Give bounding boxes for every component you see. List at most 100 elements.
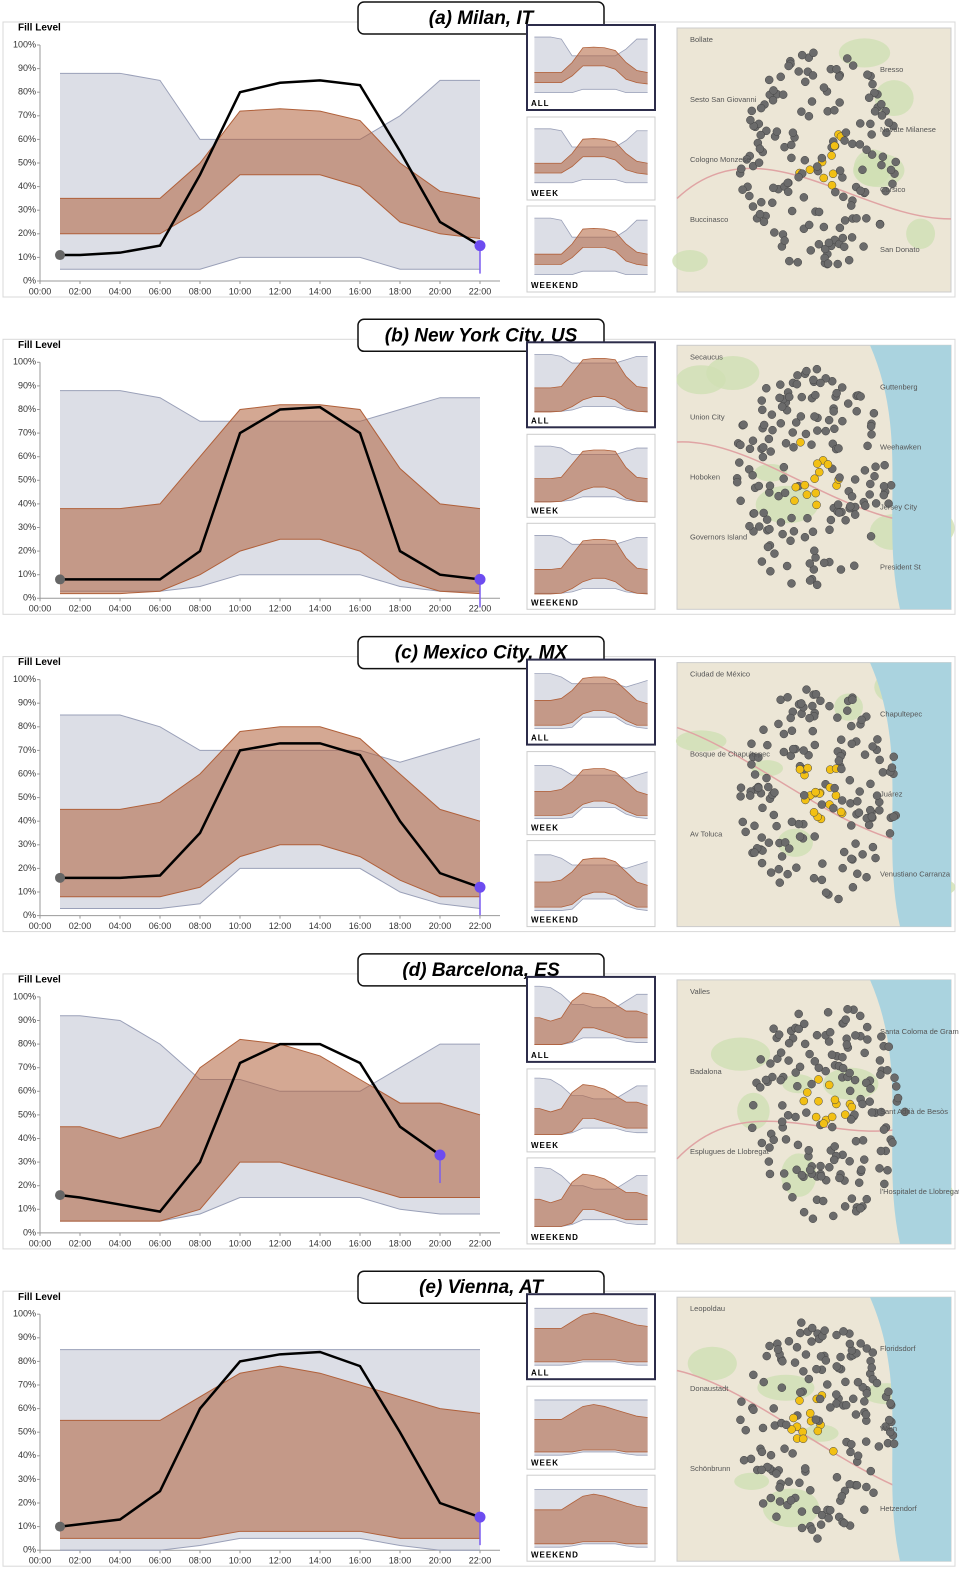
station-dot	[806, 577, 814, 585]
map-label: Badalona	[690, 1067, 723, 1076]
thumbnail-label: WEEK	[531, 1141, 559, 1150]
station-dot	[791, 1359, 799, 1367]
station-dot	[810, 412, 818, 420]
station-dot	[824, 260, 832, 268]
y-tick-label: 70%	[18, 427, 36, 437]
y-tick-label: 20%	[18, 863, 36, 873]
x-tick-label: 18:00	[389, 604, 412, 614]
station-dot	[867, 532, 875, 540]
station-dot	[891, 1074, 899, 1082]
station-dot	[863, 1023, 871, 1031]
station-dot	[848, 1195, 856, 1203]
station-dot	[866, 1085, 874, 1093]
station-dot	[755, 482, 763, 490]
x-tick-label: 20:00	[429, 921, 452, 931]
y-tick-label: 30%	[18, 1156, 36, 1166]
x-tick-label: 00:00	[29, 1556, 52, 1566]
station-dot	[830, 425, 838, 433]
x-tick-label: 04:00	[109, 286, 132, 296]
station-dot	[757, 104, 765, 112]
x-tick-label: 22:00	[469, 1238, 492, 1248]
x-tick-label: 00:00	[29, 1238, 52, 1248]
panel-title: (e) Vienna, AT	[419, 1277, 544, 1298]
station-dot	[769, 184, 777, 192]
station-dot	[890, 753, 898, 761]
station-dot	[793, 1343, 801, 1351]
map-label: Wien	[880, 1424, 897, 1433]
station-dot	[801, 533, 809, 541]
station-dot	[848, 696, 856, 704]
station-dot	[759, 726, 767, 734]
station-dot	[875, 806, 883, 814]
map-label: Leopoldau	[690, 1304, 725, 1313]
station-dot	[787, 1496, 795, 1504]
station-dot	[801, 156, 809, 164]
station-dot	[851, 1076, 859, 1084]
station-dot	[837, 808, 845, 816]
station-dot	[818, 801, 826, 809]
station-dot	[840, 848, 848, 856]
y-axis-label: Fill Level	[18, 975, 61, 986]
station-dot	[863, 146, 871, 154]
station-dot	[762, 1076, 770, 1084]
station-dot	[877, 100, 885, 108]
station-dot	[864, 442, 872, 450]
thumbnail-label: ALL	[531, 734, 550, 743]
station-dot	[805, 221, 813, 229]
station-dot	[860, 1506, 868, 1514]
thumbnail-label: WEEK	[531, 824, 559, 833]
map-park	[672, 250, 708, 272]
station-dot	[835, 444, 843, 452]
station-dot	[813, 1031, 821, 1039]
station-dot	[795, 1397, 803, 1405]
station-dot	[842, 1401, 850, 1409]
end-dot	[475, 574, 486, 585]
station-dot	[765, 435, 773, 443]
station-dot	[838, 1053, 846, 1061]
y-tick-label: 70%	[18, 1062, 36, 1072]
station-dot	[765, 76, 773, 84]
x-tick-label: 14:00	[309, 1556, 332, 1566]
x-tick-label: 06:00	[149, 1238, 172, 1248]
x-tick-label: 16:00	[349, 286, 372, 296]
station-dot	[776, 1483, 784, 1491]
station-dot	[888, 764, 896, 772]
station-dot	[835, 509, 843, 517]
station-dot	[766, 1342, 774, 1350]
station-dot	[749, 203, 757, 211]
station-dot	[747, 1455, 755, 1463]
station-dot	[766, 1060, 774, 1068]
station-dot	[812, 1365, 820, 1373]
station-dot	[770, 1025, 778, 1033]
station-dot	[806, 1166, 814, 1174]
station-dot	[808, 1526, 816, 1534]
station-dot	[777, 1049, 785, 1057]
y-tick-label: 30%	[18, 1474, 36, 1484]
station-dot	[737, 165, 745, 173]
station-dot	[749, 1371, 757, 1379]
station-dot	[733, 478, 741, 486]
station-dot	[740, 1456, 748, 1464]
station-dot	[775, 865, 783, 873]
y-tick-label: 90%	[18, 698, 36, 708]
station-dot	[808, 1338, 816, 1346]
station-dot	[765, 1158, 773, 1166]
station-dot	[844, 400, 852, 408]
station-dot	[835, 757, 843, 765]
y-tick-label: 20%	[18, 1180, 36, 1190]
x-tick-label: 16:00	[349, 921, 372, 931]
station-dot	[809, 49, 817, 57]
station-dot	[847, 1440, 855, 1448]
x-tick-label: 16:00	[349, 1238, 372, 1248]
station-dot	[855, 809, 863, 817]
station-dot	[806, 1409, 814, 1417]
station-dot	[871, 472, 879, 480]
station-dot	[808, 1080, 816, 1088]
station-dot	[856, 1204, 864, 1212]
station-dot	[780, 730, 788, 738]
station-dot	[862, 1438, 870, 1446]
station-dot	[756, 145, 764, 153]
y-tick-label: 40%	[18, 1450, 36, 1460]
station-dot	[837, 736, 845, 744]
station-dot	[811, 391, 819, 399]
